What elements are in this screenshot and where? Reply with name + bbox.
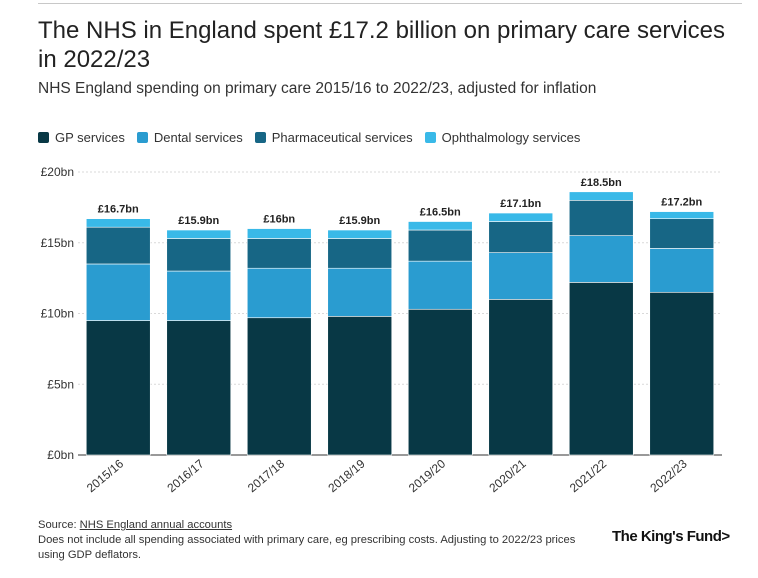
legend-swatch bbox=[254, 132, 266, 143]
bar-segment bbox=[327, 316, 393, 456]
footer: Source: NHS England annual accounts Does… bbox=[38, 518, 598, 563]
bar-segment bbox=[407, 229, 473, 262]
total-label: £17.2bn bbox=[661, 197, 702, 209]
x-tick-label: 2018/19 bbox=[325, 456, 367, 495]
bar-segment bbox=[166, 270, 232, 321]
bar-segment bbox=[568, 191, 634, 201]
total-label: £16bn bbox=[263, 214, 295, 226]
legend-label: GP services bbox=[55, 130, 125, 145]
total-label: £15.9bn bbox=[178, 215, 219, 227]
x-tick-label: 2019/20 bbox=[406, 456, 448, 495]
legend-item: Ophthalmology services bbox=[424, 130, 581, 145]
kings-fund-logo: The King's Fund> bbox=[612, 528, 730, 545]
bar-segment bbox=[407, 221, 473, 231]
bar-segment bbox=[488, 252, 554, 300]
chart-plot: £0bn £5bn £10bn £15bn £20bn £16.7bn 2015/16 £15… bbox=[41, 165, 722, 495]
y-tick-label: £20bn bbox=[41, 165, 74, 179]
bar-segment bbox=[488, 212, 554, 222]
bar-segment bbox=[246, 317, 312, 456]
legend-swatch bbox=[38, 132, 49, 143]
legend-label: Pharmaceutical services bbox=[271, 130, 413, 145]
bar-segment bbox=[407, 308, 473, 456]
bar-segment bbox=[568, 235, 634, 283]
bar-segment bbox=[327, 267, 393, 317]
legend-label: Ophthalmology services bbox=[441, 130, 581, 145]
bar-segment bbox=[568, 282, 634, 456]
legend-label: Dental services bbox=[153, 130, 243, 145]
x-tick-label: 2022/23 bbox=[647, 456, 689, 495]
top-rule bbox=[38, 3, 742, 4]
total-label: £18.5bn bbox=[581, 177, 622, 189]
chart-subtitle: NHS England spending on primary care 201… bbox=[38, 80, 597, 97]
bar-segment bbox=[85, 226, 151, 265]
footer-note: Does not include all spending associated… bbox=[38, 534, 576, 561]
total-label: £15.9bn bbox=[339, 215, 380, 227]
y-tick-label: £0bn bbox=[47, 448, 74, 462]
x-tick-label: 2015/16 bbox=[84, 456, 126, 495]
bar-segment bbox=[488, 299, 554, 456]
x-tick-label: 2020/21 bbox=[486, 456, 528, 495]
x-tick-label: 2017/18 bbox=[245, 456, 287, 495]
legend-swatch bbox=[136, 132, 148, 143]
total-label: £17.1bn bbox=[500, 198, 541, 210]
bar-segment bbox=[649, 211, 715, 219]
bar-segment bbox=[568, 199, 634, 236]
bar-segment bbox=[488, 221, 554, 253]
legend-item: GP services bbox=[38, 130, 125, 145]
source-label: Source: bbox=[38, 519, 80, 531]
total-label: £16.7bn bbox=[98, 204, 139, 216]
bar-segment bbox=[246, 267, 312, 319]
legend-item: Pharmaceutical services bbox=[254, 130, 413, 145]
bar-segment bbox=[649, 248, 715, 293]
legend: GP services Dental services Pharmaceutical… bbox=[38, 130, 580, 145]
bar-segment bbox=[407, 260, 473, 310]
x-tick-label: 2016/17 bbox=[164, 456, 206, 495]
bar-segment bbox=[649, 291, 715, 456]
y-tick-label: £10bn bbox=[41, 307, 74, 321]
bar-segment bbox=[166, 320, 232, 456]
bar-segment bbox=[649, 218, 715, 249]
legend-swatch bbox=[424, 132, 436, 143]
y-tick-label: £5bn bbox=[47, 377, 74, 391]
chart-title: The NHS in England spent £17.2 billion o… bbox=[38, 17, 726, 73]
bar-segment bbox=[246, 228, 312, 239]
bar-segment bbox=[166, 229, 232, 239]
legend-item: Dental services bbox=[136, 130, 243, 145]
y-tick-label: £15bn bbox=[41, 236, 74, 250]
source-link[interactable]: NHS England annual accounts bbox=[79, 519, 233, 531]
bar-segment bbox=[85, 218, 151, 228]
bar-segment bbox=[327, 229, 393, 239]
bar-segment bbox=[85, 320, 151, 456]
bar-segment bbox=[166, 238, 232, 272]
bar-segment bbox=[246, 238, 312, 269]
bar-segment bbox=[327, 238, 393, 269]
bar-segment bbox=[85, 263, 151, 321]
x-tick-label: 2021/22 bbox=[567, 456, 609, 495]
total-label: £16.5bn bbox=[420, 207, 461, 219]
